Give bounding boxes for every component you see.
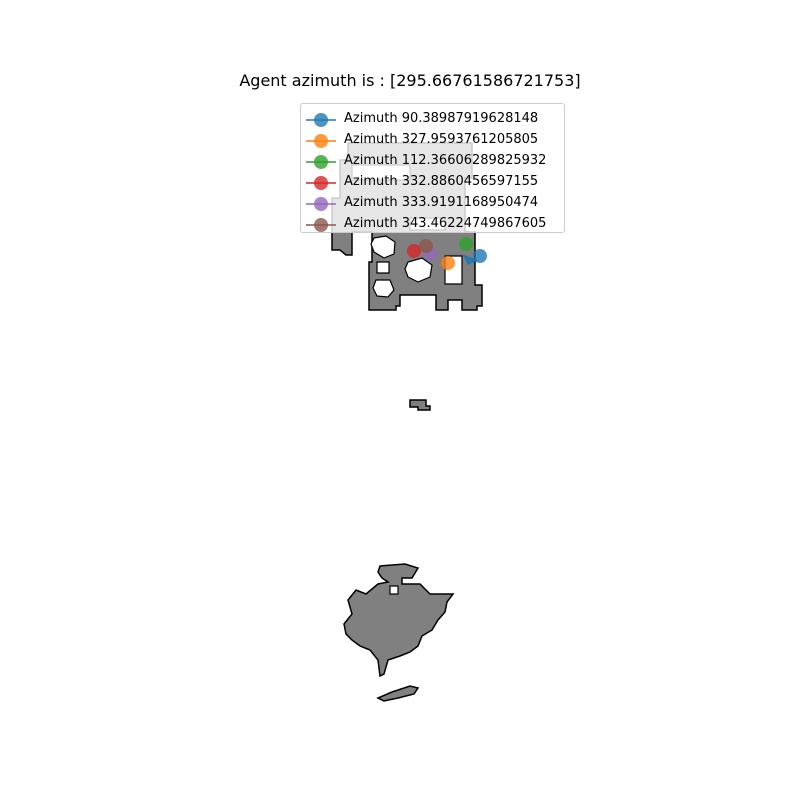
target-point-marker [459, 237, 473, 251]
legend-marker-icon [306, 197, 336, 211]
target-point-marker [473, 249, 487, 263]
target-point-marker [441, 256, 455, 270]
legend-label: Azimuth 112.36606289825932 [344, 153, 547, 168]
lower-floor-region [343, 563, 455, 678]
legend-marker-icon [306, 134, 336, 148]
legend-marker-icon [306, 113, 336, 127]
target-points [407, 237, 487, 270]
target-point-marker [407, 244, 421, 258]
legend-entry: Azimuth 327.9593761205805 [301, 131, 564, 151]
legend-label: Azimuth 343.46224749867605 [344, 216, 547, 231]
obstacle [389, 585, 399, 595]
target-point-marker [419, 239, 433, 253]
lower-floor-shape [343, 563, 455, 678]
obstacle [404, 257, 433, 283]
legend-entry: Azimuth 343.46224749867605 [301, 215, 564, 235]
legend-label: Azimuth 333.9191168950474 [344, 195, 539, 210]
middle-floor-fragment [409, 399, 431, 411]
obstacle [370, 235, 396, 259]
bottom-floor-sliver [376, 685, 420, 702]
agent-heading-arrow [462, 254, 478, 265]
obstacle [376, 261, 390, 274]
legend-marker-icon [306, 218, 336, 232]
legend-marker-icon [306, 176, 336, 190]
legend: Azimuth 90.38987919628148 Azimuth 327.959… [300, 103, 565, 233]
plot-title: Agent azimuth is : [295.66761586721753] [239, 71, 581, 90]
legend-marker-icon [306, 155, 336, 169]
legend-entry: Azimuth 112.36606289825932 [301, 152, 564, 172]
legend-label: Azimuth 332.8860456597155 [344, 174, 539, 189]
legend-label: Azimuth 90.38987919628148 [344, 111, 539, 126]
agent-marker [462, 254, 478, 265]
obstacle [372, 279, 395, 298]
legend-entry: Azimuth 333.9191168950474 [301, 194, 564, 214]
legend-label: Azimuth 327.9593761205805 [344, 132, 539, 147]
legend-entry: Azimuth 332.8860456597155 [301, 173, 564, 193]
legend-entry: Azimuth 90.38987919628148 [301, 110, 564, 130]
